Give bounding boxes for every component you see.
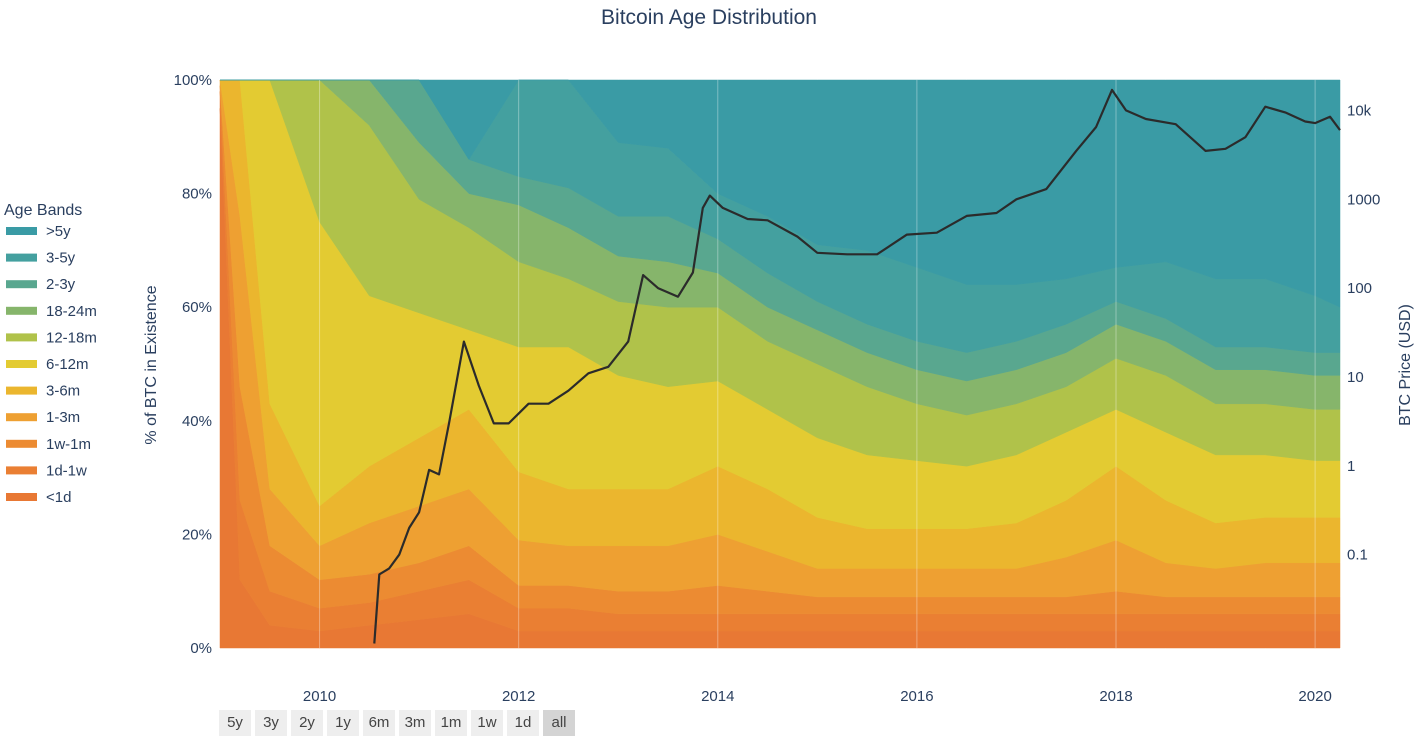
legend-label: <1d <box>46 489 71 506</box>
price-line-layer <box>373 88 1341 644</box>
x-tick-label: 2016 <box>900 688 933 705</box>
y-tick-label: 100% <box>174 72 212 89</box>
legend-item-<1d[interactable]: <1d <box>6 489 71 506</box>
legend-label: >5y <box>46 223 71 240</box>
range-button-1y[interactable]: 1y <box>327 710 359 736</box>
y-tick-label: 0% <box>190 640 212 657</box>
range-selector: 5y 3y 2y 1y 6m 3m 1m 1w 1d all <box>219 710 575 738</box>
y2-axis-ticks: 0.1 1 10 100 1000 10k <box>1347 102 1380 563</box>
legend-item-18-24m[interactable]: 18-24m <box>6 303 97 320</box>
legend-label: 3-6m <box>46 383 80 400</box>
legend-swatch <box>6 227 37 235</box>
legend-item-1-3m[interactable]: 1-3m <box>6 409 80 426</box>
legend-swatch <box>6 466 37 475</box>
legend[interactable]: Age Bands >5y 3-5y 2-3y 18-24m 12-18m 6-12m 3-… <box>4 202 97 506</box>
legend-swatch <box>6 360 37 368</box>
y2-tick-label: 100 <box>1347 280 1372 297</box>
range-button-1m[interactable]: 1m <box>435 710 467 736</box>
y2-axis-label: BTC Price (USD) <box>1397 304 1414 426</box>
gridlines <box>319 80 1316 648</box>
x-tick-label: 2010 <box>303 688 336 705</box>
range-button-6m[interactable]: 6m <box>363 710 395 736</box>
range-button-2y[interactable]: 2y <box>291 710 323 736</box>
y-axis-ticks: 0% 20% 40% 60% 80% 100% <box>174 72 212 657</box>
x-tick-label: 2012 <box>502 688 535 705</box>
legend-swatch <box>6 280 37 289</box>
chart-title: Bitcoin Age Distribution <box>601 6 817 29</box>
legend-item-12-18m[interactable]: 12-18m <box>6 329 97 346</box>
legend-label: 18-24m <box>46 303 97 320</box>
legend-item-1d-1w[interactable]: 1d-1w <box>6 462 87 479</box>
legend-swatch <box>6 413 37 422</box>
y2-tick-label: 1000 <box>1347 191 1380 208</box>
legend-label: 12-18m <box>46 329 97 346</box>
range-button-5y[interactable]: 5y <box>219 710 251 736</box>
stacked-area-layer <box>219 79 1341 649</box>
y2-tick-label: 10k <box>1347 102 1372 119</box>
y-tick-label: 80% <box>182 186 212 203</box>
x-tick-label: 2018 <box>1099 688 1132 705</box>
area-band->5y <box>220 79 1341 308</box>
legend-item-1w-1m[interactable]: 1w-1m <box>6 436 91 453</box>
y2-tick-label: 0.1 <box>1347 547 1368 564</box>
y-tick-label: 60% <box>182 299 212 316</box>
y-tick-label: 20% <box>182 526 212 543</box>
x-tick-label: 2020 <box>1298 688 1331 705</box>
btc-price-line <box>373 88 1341 644</box>
legend-item-3-5y[interactable]: 3-5y <box>6 250 76 267</box>
legend-label: 1d-1w <box>46 462 87 479</box>
legend-label: 6-12m <box>46 356 89 373</box>
y2-tick-label: 10 <box>1347 369 1364 386</box>
legend-label: 1w-1m <box>46 436 91 453</box>
legend-swatch <box>6 439 37 448</box>
legend-title: Age Bands <box>4 202 82 219</box>
legend-label: 2-3y <box>46 276 76 293</box>
legend-item->5y[interactable]: >5y <box>6 223 71 240</box>
range-button-3y[interactable]: 3y <box>255 710 287 736</box>
legend-swatch <box>6 253 37 262</box>
legend-label: 1-3m <box>46 409 80 426</box>
y2-tick-label: 1 <box>1347 458 1355 475</box>
legend-item-2-3y[interactable]: 2-3y <box>6 276 76 293</box>
y-axis-label: % of BTC in Existence <box>143 285 160 444</box>
legend-swatch <box>6 386 37 395</box>
x-axis-ticks: 2010 2012 2014 2016 2018 2020 <box>303 688 1332 705</box>
range-button-all[interactable]: all <box>543 710 575 736</box>
legend-label: 3-5y <box>46 250 76 267</box>
legend-swatch <box>6 493 37 501</box>
range-button-1d[interactable]: 1d <box>507 710 539 736</box>
range-button-1w[interactable]: 1w <box>471 710 503 736</box>
y-tick-label: 40% <box>182 413 212 430</box>
legend-item-3-6m[interactable]: 3-6m <box>6 383 80 400</box>
range-button-3m[interactable]: 3m <box>399 710 431 736</box>
legend-swatch <box>6 333 37 342</box>
legend-item-6-12m[interactable]: 6-12m <box>6 356 89 373</box>
x-tick-label: 2014 <box>701 688 734 705</box>
legend-swatch <box>6 306 37 315</box>
